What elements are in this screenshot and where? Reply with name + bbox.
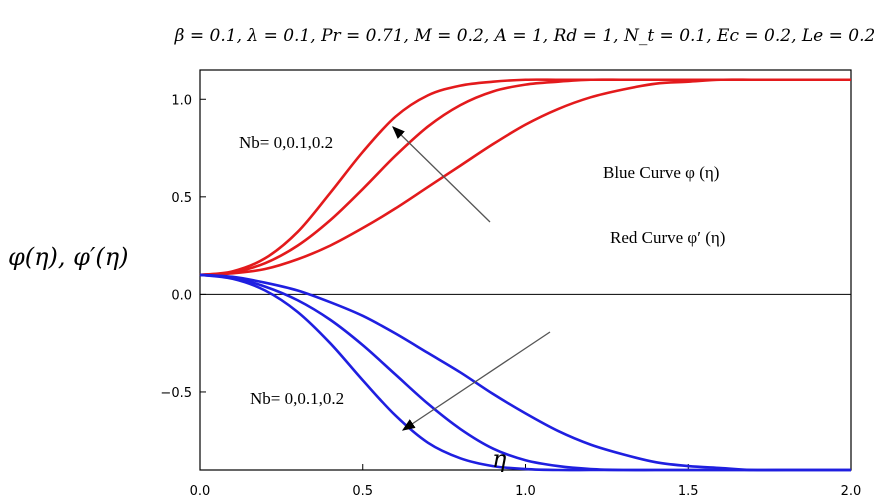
tick-group: 0.0 0.5 1.0 1.5 2.0 −0.5 0.0 0.5 1.0	[160, 93, 861, 499]
annotation-red-curve: Red Curve φ′ (η)	[610, 228, 725, 247]
x-tick-label-0: 0.0	[190, 484, 211, 499]
x-tick-label-2: 1.0	[515, 484, 536, 499]
chart-title: β = 0.1, λ = 0.1, Pr = 0.71, M = 0.2, A …	[174, 26, 874, 46]
y-axis-label: φ(η), φ′(η)	[8, 243, 129, 271]
arrow-red	[392, 126, 491, 223]
series-group	[199, 78, 851, 472]
plot-frame	[199, 69, 852, 471]
series-line-2	[199, 78, 851, 277]
series-line-4	[199, 273, 851, 472]
y-tick-label-0: −0.5	[160, 386, 192, 401]
x-tick-label-1: 0.5	[352, 484, 373, 499]
x-tick-label-3: 1.5	[678, 484, 699, 499]
annotation-blue-curve: Blue Curve φ (η)	[603, 163, 719, 182]
annotation-nb-blue: Nb= 0,0.1,0.2	[250, 389, 344, 408]
series-line-1	[199, 78, 851, 277]
series-line-5	[199, 273, 851, 472]
arrow-blue	[401, 331, 551, 431]
y-tick-label-1: 0.0	[171, 288, 192, 303]
x-tick-label-4: 2.0	[841, 484, 862, 499]
annotation-nb-red: Nb= 0,0.1,0.2	[239, 133, 333, 152]
y-tick-label-2: 0.5	[171, 191, 192, 206]
x-axis-label: η	[492, 445, 507, 473]
y-tick-label-3: 1.0	[171, 93, 192, 108]
series-line-3	[199, 273, 851, 472]
